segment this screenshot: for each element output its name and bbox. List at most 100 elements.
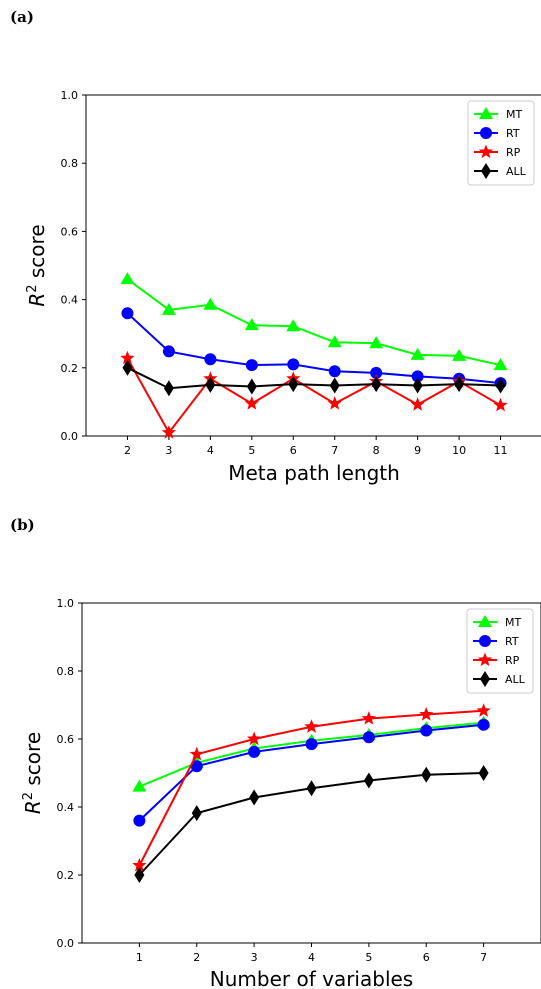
panel-a-series-mt-point xyxy=(203,297,218,310)
panel-b-xtick-label: 7 xyxy=(480,951,487,964)
panel-a-series-mt-point xyxy=(410,347,425,360)
panel-a-ytick-label: 0.4 xyxy=(61,294,79,307)
panel-a-xtick-label: 10 xyxy=(452,444,466,457)
panel-b-series-rp-point xyxy=(132,857,147,872)
panel-a-series-all-point xyxy=(246,378,257,395)
panel-a-legend-entry-all-marker xyxy=(481,163,491,179)
panel-a-series-rp xyxy=(120,350,508,439)
panel-b-series-rp-point xyxy=(361,711,377,725)
panel-b-series-all-point xyxy=(134,867,145,883)
panel-a-series-all-point xyxy=(288,376,299,393)
panel-b-series-mt-point xyxy=(132,779,147,792)
panel-a-axes-frame xyxy=(85,94,541,437)
panel-a-series-rt-point xyxy=(204,353,217,366)
panel-b-xtick-label: 1 xyxy=(136,951,143,964)
panel-b-legend-entry-all-label: ALL xyxy=(505,673,526,686)
panel-a-y-axis-title-rest: score xyxy=(25,224,49,284)
panel-a-chart: (a) 0.0 0.2 0.4 0.6 0.8 1.0 2 3 4 5 6 7 8 9 10 11 Meta pa… xyxy=(10,8,541,485)
panel-b-y-axis-title: R2 score xyxy=(21,732,45,814)
panel-a-x-axis-title: Meta path length xyxy=(228,461,400,485)
panel-b-legend-entry-rp-marker xyxy=(477,652,493,667)
panel-a-series-all-point xyxy=(454,376,465,393)
panel-b-ytick-label: 0.4 xyxy=(57,801,75,814)
panel-a-legend-entry-rp-marker xyxy=(478,144,494,159)
panel-b-series-all-point xyxy=(249,789,260,806)
panel-a-series-rt-point xyxy=(328,365,341,378)
panel-b-xtick-label: 2 xyxy=(193,951,200,964)
panel-b-chart: (b) 0.0 0.2 0.4 0.6 0.8 1.0 1 2 3 4 5 6 7 Number of va… xyxy=(10,516,541,989)
panel-a-series-rt-point xyxy=(370,366,383,379)
panel-b-y-axis-title-rest: score xyxy=(21,732,45,792)
panel-b-series-rp-point xyxy=(476,703,491,717)
panel-a-ytick-label: 0.2 xyxy=(61,362,79,375)
panel-b-legend-entry-rt-marker xyxy=(479,635,491,647)
panel-a-series-rp-point xyxy=(410,397,425,411)
panel-a-series-all-point xyxy=(122,359,133,376)
panel-a-series-rp-point xyxy=(120,350,135,365)
panel-b-ytick-label: 0.8 xyxy=(57,665,75,678)
panel-a-legend-entry-rp-label: RP xyxy=(506,146,521,159)
panel-a-series-all-point xyxy=(329,377,340,394)
panel-a-xtick-label: 2 xyxy=(124,444,131,457)
panel-b-y-axis-title-sup: 2 xyxy=(21,792,36,800)
panel-b-ytick-label: 0.0 xyxy=(57,937,75,950)
panel-b-legend-entry-all-marker xyxy=(480,671,490,687)
panel-a-xtick-label: 8 xyxy=(373,444,380,457)
panel-b-series-rt xyxy=(133,718,490,827)
panel-a-series-all-point xyxy=(371,376,382,393)
panel-b-series-rt-point xyxy=(190,760,203,773)
panel-a-legend-entry-rt-label: RT xyxy=(506,127,520,140)
panel-a-ytick-label: 0.0 xyxy=(61,430,79,443)
panel-b-series-rt-point xyxy=(305,738,318,751)
panel-a-ytick-label: 0.6 xyxy=(61,225,79,238)
panel-a-series-rt-line xyxy=(126,312,501,385)
panel-a-legend-entry-mt-marker xyxy=(479,107,493,119)
panel-b-series-rt-point xyxy=(248,745,261,758)
panel-a-series-all-line xyxy=(127,366,501,390)
panel-b-legend-entry-mt-marker xyxy=(478,615,492,627)
panel-a-y-axis-title-sup: 2 xyxy=(25,284,40,292)
panel-b-series-all-point xyxy=(191,805,202,822)
panel-b-series-all-point xyxy=(478,765,489,781)
panel-a-ytick-label: 0.8 xyxy=(61,157,79,170)
panel-b-series-rp xyxy=(132,703,491,872)
panel-b-xtick-label: 6 xyxy=(423,951,430,964)
panel-a-series-mt-point xyxy=(120,272,135,285)
panel-b-legend-entry-rp-label: RP xyxy=(505,654,520,667)
panel-b-series-all-point xyxy=(306,780,317,797)
panel-a-y-axis-title-base: R xyxy=(25,293,49,307)
panel-a-xtick-label: 5 xyxy=(248,444,255,457)
panel-a-series-mt-point xyxy=(244,318,259,331)
panel-b-series-all-point xyxy=(363,772,374,789)
panel-a-legend: MT RT RP ALL xyxy=(467,100,535,186)
panel-b-series-rt-point xyxy=(133,814,146,827)
panel-a-xtick-label: 3 xyxy=(165,444,172,457)
panel-b-series-rp-point xyxy=(246,731,262,746)
panel-b-series-rp-point xyxy=(304,719,319,733)
panel-a-legend-entry-all-label: ALL xyxy=(506,165,527,178)
panel-a-series-mt-point xyxy=(161,302,176,315)
panel-a-xtick-label: 4 xyxy=(207,444,214,457)
panel-a-series-rt-point xyxy=(411,370,424,383)
panel-b-x-axis-title: Number of variables xyxy=(210,967,413,989)
panel-a-series-mt-point xyxy=(452,348,467,361)
panel-a-xtick-label: 6 xyxy=(290,444,297,457)
panel-a-legend-entry-mt-label: MT xyxy=(506,108,522,121)
panel-b-xtick-label: 3 xyxy=(251,951,258,964)
panel-a-xtick-label: 9 xyxy=(414,444,421,457)
panel-a-series-mt-point xyxy=(493,358,508,371)
panel-a-y-axis-title: R2 score xyxy=(25,224,49,306)
panel-a-xtick-label: 7 xyxy=(331,444,338,457)
panel-a-series-all-point xyxy=(412,377,423,394)
panel-b-legend-box xyxy=(466,608,534,694)
panel-a-series-rt-point xyxy=(245,359,258,372)
panel-a-series-mt-point xyxy=(327,335,342,348)
panel-a-xtick-label: 11 xyxy=(494,444,508,457)
panel-b-ytick-label: 0.6 xyxy=(57,733,75,746)
panel-a-series-mt xyxy=(120,272,508,371)
panel-b-legend-entry-mt-label: MT xyxy=(505,616,521,629)
panel-b-series-all xyxy=(134,765,489,883)
panel-a-series-all-point xyxy=(163,380,174,397)
panel-a-legend-box xyxy=(467,100,535,186)
